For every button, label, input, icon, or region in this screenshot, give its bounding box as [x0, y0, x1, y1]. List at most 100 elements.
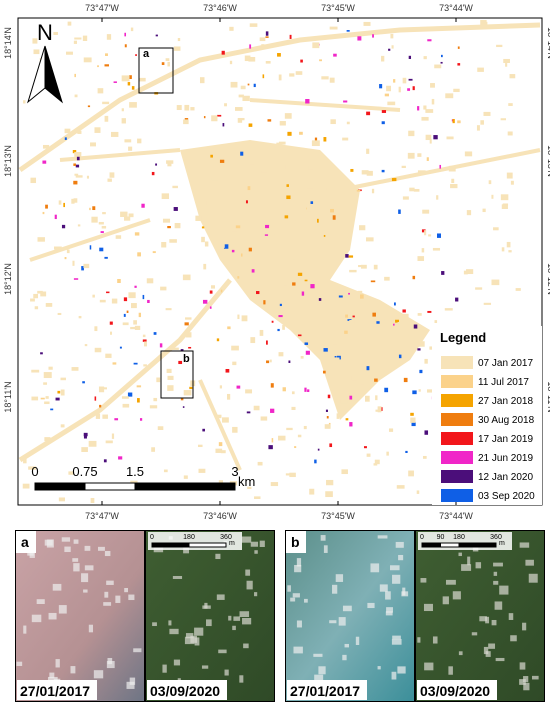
urban-pixel [451, 178, 455, 183]
urban-pixel [33, 49, 40, 55]
change-pixel [427, 39, 432, 42]
change-pixel [452, 118, 455, 124]
image-feature [432, 636, 438, 644]
urban-pixel [224, 103, 227, 107]
change-pixel [268, 445, 273, 450]
change-pixel [352, 315, 355, 318]
urban-pixel [248, 56, 256, 62]
change-pixel [203, 116, 206, 119]
legend-swatch [441, 451, 473, 464]
change-pixel [289, 34, 292, 39]
scale-segment [458, 542, 497, 548]
change-pixel [255, 291, 260, 295]
image-feature [16, 661, 23, 666]
inset-label: a [21, 534, 29, 550]
image-feature [97, 546, 105, 551]
urban-pixel [306, 206, 312, 212]
urban-pixel [58, 497, 65, 502]
image-feature [81, 573, 89, 583]
change-pixel [343, 100, 348, 103]
legend-swatch [441, 413, 473, 426]
change-pixel [237, 276, 240, 279]
urban-pixel [423, 105, 427, 110]
urban-pixel [292, 259, 296, 264]
change-pixel [217, 114, 222, 117]
date-box [287, 680, 367, 700]
change-pixel [100, 231, 104, 234]
change-pixel [292, 282, 296, 286]
image-feature [106, 580, 114, 585]
image-feature [194, 627, 204, 636]
urban-pixel [129, 102, 137, 108]
urban-pixel [162, 218, 171, 223]
urban-pixel [185, 317, 192, 320]
change-pixel [323, 234, 326, 237]
image-feature [491, 619, 497, 626]
change-pixel [408, 55, 412, 59]
image-feature [338, 617, 346, 626]
urban-pixel [463, 270, 468, 275]
lat-label: 18°14'N [3, 27, 13, 59]
change-pixel [159, 343, 163, 348]
urban-pixel [340, 400, 348, 404]
urban-pixel [448, 165, 456, 172]
urban-pixel [94, 347, 102, 353]
image-feature [93, 670, 104, 679]
change-pixel [279, 303, 282, 307]
urban-pixel [57, 312, 62, 315]
image-feature [292, 593, 300, 598]
urban-pixel [250, 146, 258, 151]
image-feature [58, 605, 67, 614]
change-pixel [113, 81, 117, 83]
image-feature [73, 539, 79, 544]
scale-label: 0 [150, 534, 154, 541]
change-pixel [424, 430, 429, 435]
urban-pixel [232, 426, 238, 433]
change-pixel [114, 418, 119, 421]
change-pixel [376, 321, 380, 324]
image-feature [523, 676, 529, 683]
urban-pixel [358, 264, 363, 268]
map-content [18, 20, 541, 503]
scale-label: 360 [220, 534, 232, 541]
urban-pixel [250, 281, 255, 287]
image-feature [107, 657, 113, 665]
change-pixel [89, 207, 91, 211]
urban-pixel [291, 391, 295, 395]
image-feature [508, 613, 514, 620]
image-feature [488, 643, 496, 649]
urban-pixel [373, 463, 378, 466]
urban-pixel [221, 417, 229, 423]
scale-segment [188, 542, 227, 548]
urban-pixel [427, 389, 435, 393]
change-pixel [64, 257, 67, 260]
change-pixel [109, 321, 113, 325]
image-feature [27, 552, 34, 556]
urban-pixel [434, 64, 442, 69]
urban-pixel [346, 121, 350, 125]
change-pixel [50, 408, 54, 411]
urban-pixel [476, 125, 480, 131]
urban-pixel [386, 451, 389, 456]
urban-pixel [74, 173, 79, 176]
image-feature [36, 599, 45, 605]
image-date: 27/01/2017 [290, 683, 360, 699]
urban-pixel [167, 61, 170, 67]
urban-pixel [428, 234, 432, 237]
image-feature [242, 617, 252, 625]
change-pixel [310, 201, 314, 204]
urban-pixel [204, 241, 209, 247]
image-feature [201, 665, 209, 669]
urban-pixel [259, 329, 264, 336]
lon-label: 73°46'W [203, 511, 237, 521]
urban-pixel [58, 200, 62, 205]
change-pixel [398, 209, 401, 214]
urban-pixel [276, 142, 282, 149]
urban-pixel [446, 136, 454, 140]
urban-pixel [339, 316, 345, 322]
urban-pixel [398, 86, 401, 93]
change-pixel [381, 121, 385, 125]
urban-pixel [281, 268, 286, 271]
urban-pixel [357, 290, 363, 294]
